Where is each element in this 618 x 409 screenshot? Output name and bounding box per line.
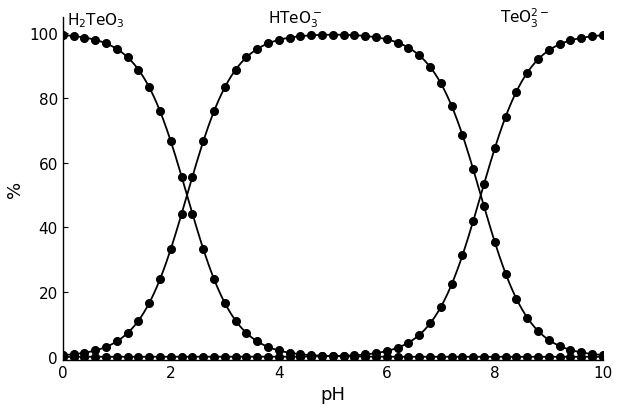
Y-axis label: %: % (6, 181, 23, 198)
Text: $\mathregular{H_2TeO_3}$: $\mathregular{H_2TeO_3}$ (67, 11, 125, 29)
Text: $\mathregular{TeO_3^{2-}}$: $\mathregular{TeO_3^{2-}}$ (500, 7, 549, 29)
Text: $\mathregular{HTeO_3^-}$: $\mathregular{HTeO_3^-}$ (268, 9, 322, 29)
X-axis label: pH: pH (320, 386, 345, 403)
